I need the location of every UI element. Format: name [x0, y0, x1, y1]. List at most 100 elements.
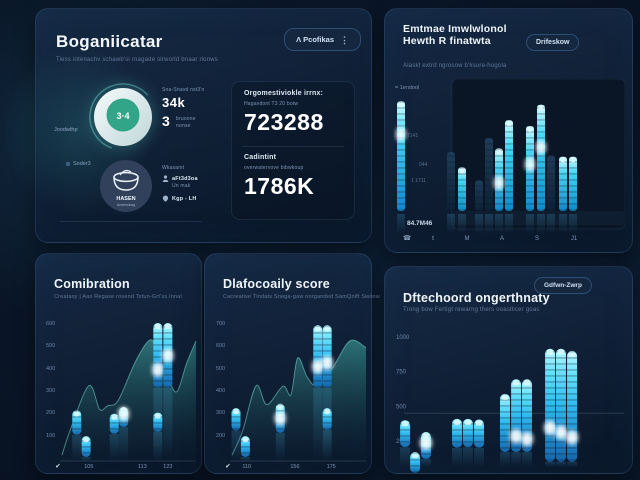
capsule-highlight	[401, 421, 409, 427]
bar-stripes	[447, 152, 455, 211]
chart-text: 175	[327, 464, 336, 470]
capsule-glow	[520, 432, 533, 447]
health-title: Emtmae Imwlwlonol Hewth R finatwta	[403, 23, 507, 47]
capsule-stripes	[500, 393, 511, 453]
bar-stripes	[505, 120, 513, 211]
bar-stripes	[559, 156, 567, 211]
ongerthnaty-button[interactable]: Gdfwn-Zwrp	[534, 277, 592, 294]
bar-tail	[109, 433, 119, 461]
gauge2-circle-sub: Arwrhwkwg	[117, 203, 135, 207]
bar-reflection	[537, 214, 545, 234]
gauge2-circle-title: HASEN	[116, 196, 135, 202]
bar-stripes	[547, 155, 555, 211]
capsule-glow	[162, 348, 174, 363]
bar-highlight	[570, 158, 576, 163]
chart-text: 300	[216, 410, 225, 416]
chart-text: 500	[396, 404, 407, 410]
panel-score: Dlafocoaily score Cacreative Tindats Sne…	[204, 253, 380, 474]
capsule-glow	[544, 420, 557, 435]
capsule-glow	[554, 425, 567, 440]
chart-text: 400	[216, 388, 225, 394]
profiles-button[interactable]: Λ Pcofikas ⋮	[284, 28, 361, 51]
check-icon[interactable]: ✔	[55, 463, 61, 470]
stat2-line1: bruoone	[176, 116, 196, 122]
chart-text: 84.7M46	[407, 220, 433, 227]
panel-health: Emtmae Imwlwlonol Hewth R finatwta Drifes…	[384, 8, 633, 253]
chart-text: 700	[216, 321, 225, 327]
area-fill	[232, 340, 366, 461]
bar-tail	[240, 456, 250, 461]
bar-stripes	[485, 137, 493, 211]
capsule-stripes	[313, 325, 323, 388]
bar-reflection	[505, 214, 513, 234]
stat1-value: 34k	[162, 95, 186, 110]
capsule-highlight	[464, 420, 472, 425]
chart-text: 100	[46, 433, 55, 439]
capsule-highlight	[164, 324, 171, 329]
card1-caption: Orgomestiviokle irrnx:	[244, 90, 324, 97]
capsule-stripes	[400, 420, 411, 448]
card1-value: 723288	[244, 109, 324, 135]
gauge-glyph-icon: 3·4	[116, 111, 129, 121]
chart-text: 500	[216, 366, 225, 372]
overview-divider	[60, 221, 202, 222]
chart-text: 200	[216, 433, 225, 439]
score-title: Dlafocoaily score	[223, 277, 330, 292]
check-icon[interactable]: ✔	[225, 463, 231, 470]
bar-tail	[119, 427, 129, 461]
meta-item1: aFt3d3oa	[162, 175, 198, 182]
label-marker-icon	[66, 161, 70, 166]
bar-tail	[313, 387, 323, 461]
chart-text: 500	[46, 343, 55, 349]
card-divider	[242, 146, 344, 147]
capsule-stripes	[567, 350, 578, 462]
bar-glow	[396, 127, 406, 142]
bar-reflection	[547, 214, 555, 234]
bar-highlight	[538, 106, 544, 111]
capsule-highlight	[324, 326, 331, 332]
chart-text: 400	[46, 366, 55, 372]
bar-tail	[231, 430, 241, 461]
card2-sub: overwatervove bibwkoup	[244, 165, 304, 171]
gauge-center-badge	[106, 98, 140, 132]
bar-highlight	[459, 168, 465, 174]
card1-sub: Hagavdont T3 20 botw	[244, 101, 299, 107]
bar-tail	[81, 456, 91, 461]
capsule-highlight	[314, 326, 321, 332]
bar-reflection	[559, 214, 567, 234]
capsule-highlight	[422, 433, 430, 439]
capsule-highlight	[411, 453, 419, 459]
ongerthnaty-title: Dftechoord ongerthnaty	[403, 291, 550, 306]
page-title: Boganiicatar	[56, 32, 163, 52]
bar-tail	[521, 452, 532, 467]
stat2-value: 3	[162, 113, 171, 129]
chart-text: 600	[216, 343, 225, 349]
bar-tail	[452, 447, 463, 467]
bar-highlight	[527, 127, 533, 133]
capsule-highlight	[546, 350, 554, 355]
score-chart: 700 600 500 400 300 200 ✔ 110 156 175	[216, 321, 367, 470]
chart-text: 750	[396, 370, 407, 376]
bowl-icon	[113, 176, 139, 191]
capsule-glow	[152, 362, 164, 377]
capsule-highlight	[568, 352, 576, 357]
health-button-label: Drifeskow	[536, 39, 570, 46]
ongerthnaty-chart: 1000750500250	[396, 335, 624, 473]
gauge-progress-arc	[89, 83, 157, 151]
gauge2-disc	[100, 160, 152, 212]
health-button[interactable]: Drifeskow	[526, 34, 580, 51]
capsule-highlight	[512, 380, 520, 386]
capsule-stripes	[153, 323, 163, 388]
meta-item1-sub: Un mak	[172, 183, 191, 189]
capsule-highlight	[233, 409, 240, 415]
capsule-stripes	[72, 410, 82, 435]
chart-text: S	[535, 236, 539, 242]
comibration-chart: 600 500 400 300 200 100 ✔ 105 113 123	[46, 321, 197, 470]
capsule-highlight	[111, 415, 118, 420]
capsule-stripes	[231, 408, 241, 431]
capsule-highlight	[501, 395, 509, 400]
panel-ongerthnaty: Dftechoord ongerthnaty Gdfwn-Zwrp Trong …	[384, 266, 633, 474]
capsule-highlight	[324, 409, 331, 415]
bar-reflection	[447, 214, 455, 234]
bar-tail	[72, 435, 82, 461]
